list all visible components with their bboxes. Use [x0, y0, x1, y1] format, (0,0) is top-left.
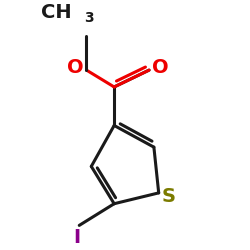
Text: 3: 3	[84, 11, 94, 25]
Text: S: S	[161, 187, 175, 206]
Text: O: O	[67, 58, 84, 77]
Text: I: I	[73, 228, 80, 247]
Text: O: O	[152, 58, 168, 77]
Text: CH: CH	[42, 3, 72, 22]
